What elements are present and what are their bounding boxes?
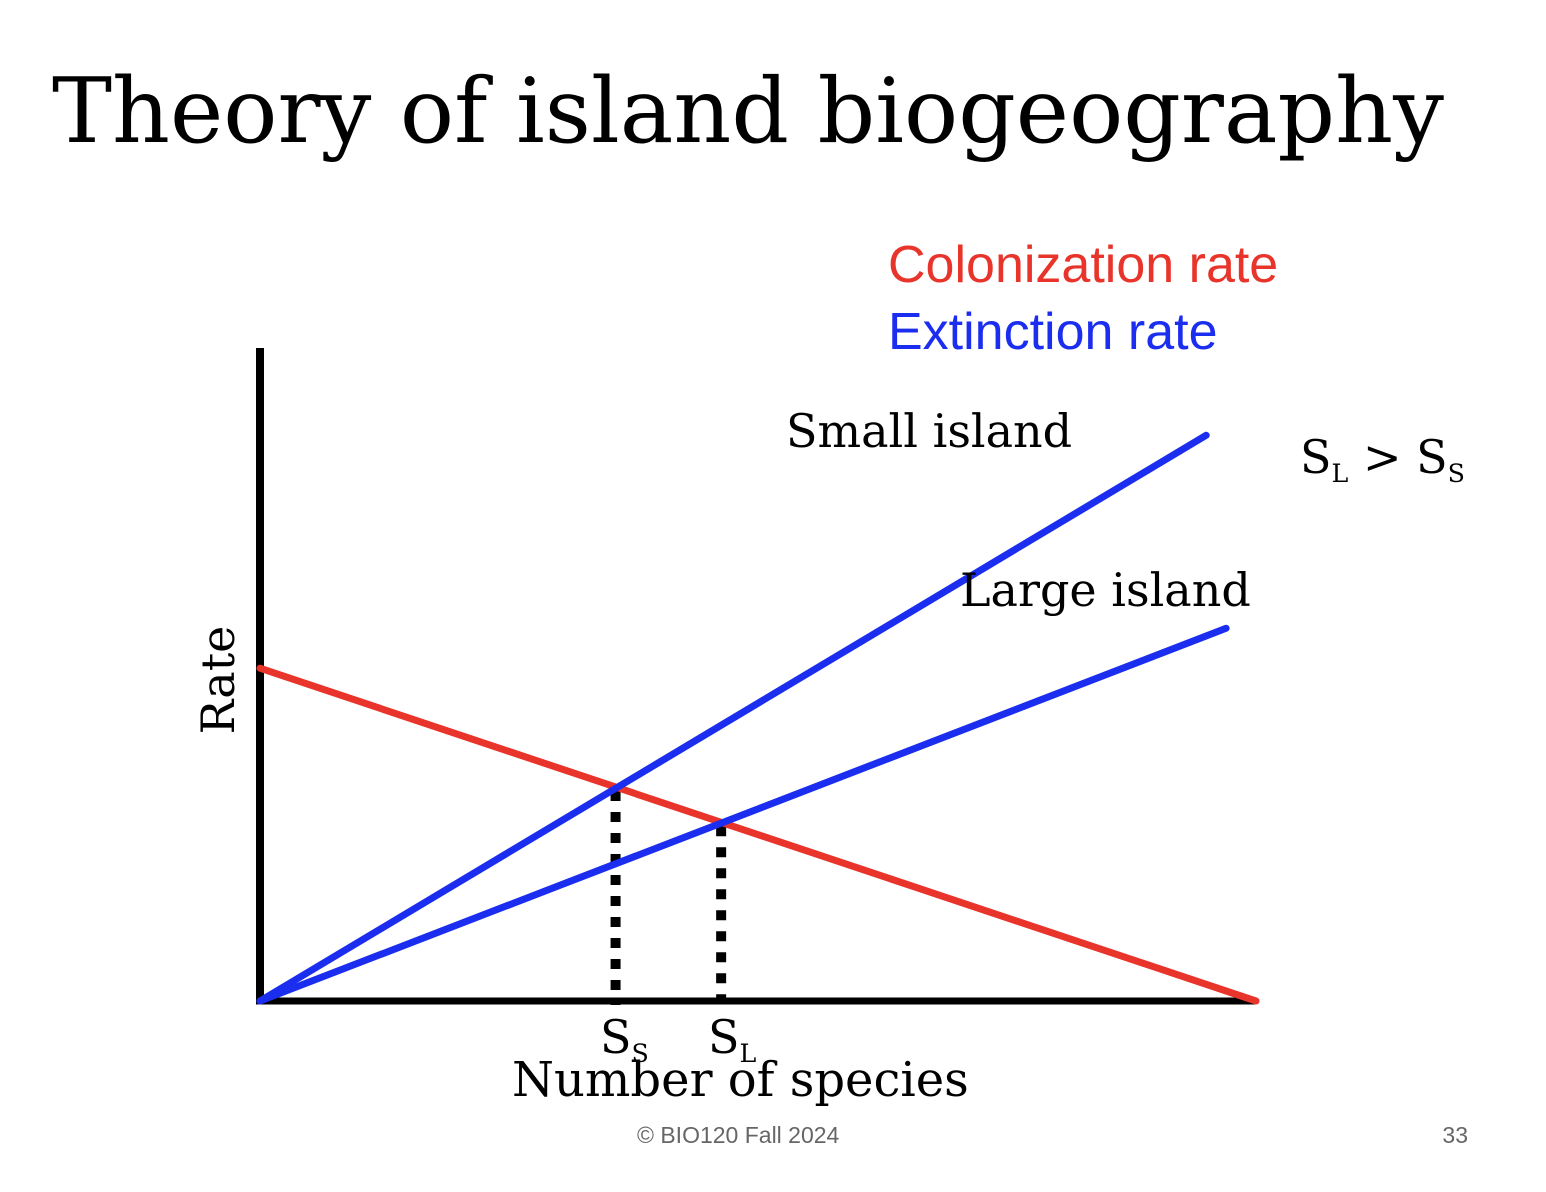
relation-left-subscript: L <box>1331 458 1349 488</box>
relation-operator: > <box>1362 430 1402 484</box>
tick-ss-subscript: S <box>631 1038 649 1068</box>
legend-extinction-rate: Extinction rate <box>888 303 1218 361</box>
relation-right-symbol: S <box>1416 430 1448 484</box>
small-island-label: Small island <box>786 404 1073 458</box>
x-axis-title: Number of species <box>512 1052 969 1108</box>
tick-sl-symbol: S <box>708 1010 740 1064</box>
species-relation-annotation: SL > SS <box>1300 430 1465 488</box>
tick-label-s-small: SS <box>600 1010 649 1068</box>
slide-title: Theory of island biogeography <box>52 59 1444 164</box>
tick-ss-symbol: S <box>600 1010 632 1064</box>
tick-sl-subscript: L <box>739 1038 757 1068</box>
tick-label-s-large: SL <box>708 1010 756 1068</box>
relation-right-subscript: S <box>1447 458 1465 488</box>
large-island-extinction-line <box>256 624 1230 1005</box>
y-axis-title: Rate <box>191 625 245 735</box>
relation-left-symbol: S <box>1300 430 1332 484</box>
copyright-footer: © BIO120 Fall 2024 <box>637 1122 840 1148</box>
large-island-label: Large island <box>960 563 1251 617</box>
page-number: 33 <box>1442 1122 1468 1148</box>
small-island-extinction-line <box>256 431 1210 1005</box>
legend-colonization-rate: Colonization rate <box>888 236 1279 294</box>
colonization-rate-line <box>256 664 1260 1005</box>
